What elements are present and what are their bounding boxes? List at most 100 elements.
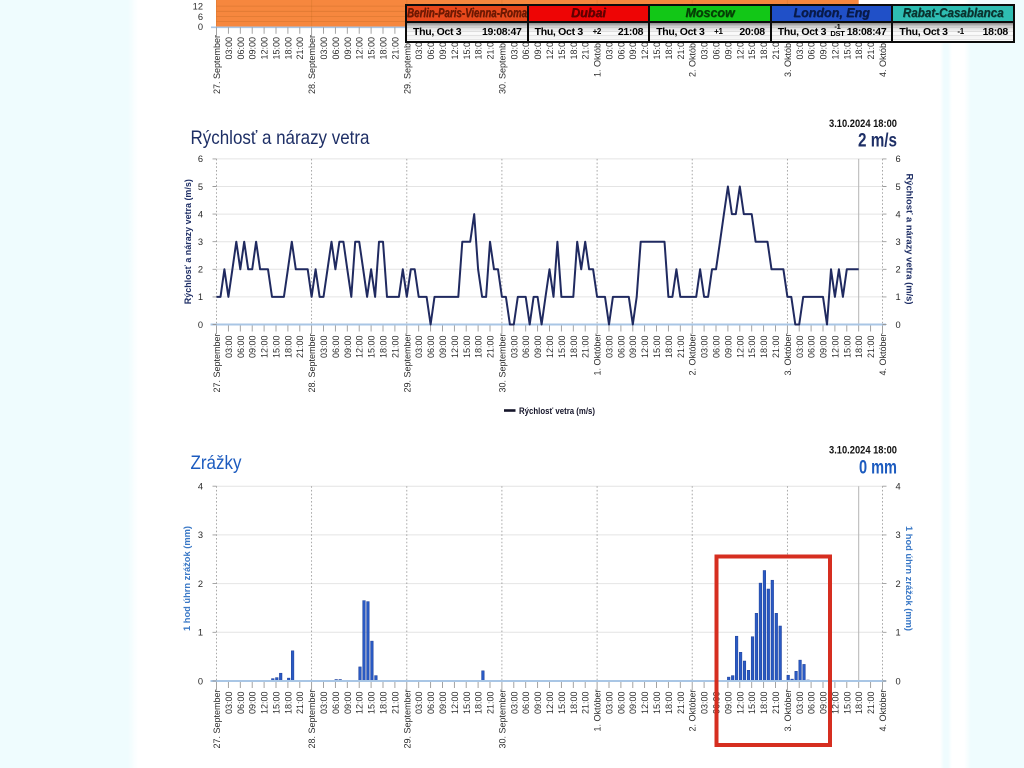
svg-text:06:00: 06:00 (331, 692, 341, 715)
svg-text:30. September: 30. September (497, 35, 507, 94)
svg-text:1. Október: 1. Október (593, 334, 603, 376)
svg-text:2. Október: 2. Október (688, 690, 698, 732)
svg-text:06:00: 06:00 (616, 37, 626, 60)
svg-text:15:00: 15:00 (652, 37, 662, 60)
svg-text:12:00: 12:00 (545, 336, 555, 359)
svg-text:06:00: 06:00 (807, 37, 817, 60)
svg-text:15:00: 15:00 (842, 336, 852, 359)
svg-text:29. September: 29. September (402, 690, 412, 749)
svg-text:3: 3 (198, 530, 203, 540)
svg-text:3: 3 (896, 237, 901, 247)
svg-text:12:00: 12:00 (830, 37, 840, 60)
svg-text:Rýchlosť a nárazy vetra (m/s): Rýchlosť a nárazy vetra (m/s) (904, 174, 915, 305)
svg-text:21:00: 21:00 (581, 692, 591, 715)
svg-text:2 m/s: 2 m/s (858, 131, 897, 152)
svg-text:06:00: 06:00 (331, 37, 341, 60)
svg-text:06:00: 06:00 (331, 336, 341, 359)
svg-text:21:00: 21:00 (390, 37, 400, 60)
svg-text:1 hod úhrn zrážok (mm): 1 hod úhrn zrážok (mm) (182, 526, 193, 631)
svg-text:09:00: 09:00 (438, 37, 448, 60)
svg-text:4: 4 (896, 209, 901, 219)
svg-text:12:00: 12:00 (735, 692, 745, 715)
svg-text:15:00: 15:00 (367, 336, 377, 359)
svg-text:0: 0 (198, 22, 203, 32)
svg-text:2: 2 (896, 265, 901, 275)
svg-text:15:00: 15:00 (747, 336, 757, 359)
svg-text:09:00: 09:00 (438, 336, 448, 359)
svg-text:09:00: 09:00 (533, 336, 543, 359)
svg-text:03:00: 03:00 (700, 37, 710, 60)
svg-text:6: 6 (896, 154, 901, 164)
svg-text:09:00: 09:00 (628, 336, 638, 359)
svg-text:28. September: 28. September (307, 35, 317, 94)
svg-text:3: 3 (198, 237, 203, 247)
svg-text:3. Október: 3. Október (783, 35, 793, 77)
svg-text:09:00: 09:00 (343, 336, 353, 359)
svg-text:18:00: 18:00 (379, 692, 389, 715)
svg-text:21:00: 21:00 (676, 336, 686, 359)
svg-text:30. September: 30. September (497, 690, 507, 749)
svg-text:09:00: 09:00 (723, 692, 733, 715)
svg-text:0: 0 (896, 676, 901, 686)
svg-text:4: 4 (198, 209, 203, 219)
svg-text:03:00: 03:00 (605, 37, 615, 60)
svg-text:15:00: 15:00 (652, 692, 662, 715)
svg-text:21:00: 21:00 (866, 692, 876, 715)
svg-text:1. Október: 1. Október (593, 690, 603, 732)
svg-text:09:00: 09:00 (819, 692, 829, 715)
svg-text:21:00: 21:00 (581, 37, 591, 60)
svg-text:3.10.2024 18:00: 3.10.2024 18:00 (829, 445, 897, 457)
svg-text:15:00: 15:00 (462, 37, 472, 60)
svg-text:21:00: 21:00 (866, 336, 876, 359)
svg-text:15:00: 15:00 (462, 336, 472, 359)
svg-text:12:00: 12:00 (355, 336, 365, 359)
svg-text:18:00: 18:00 (664, 692, 674, 715)
svg-text:12:00: 12:00 (260, 37, 270, 60)
svg-text:28. September: 28. September (307, 334, 317, 393)
svg-text:09:00: 09:00 (438, 692, 448, 715)
svg-text:06:00: 06:00 (616, 692, 626, 715)
svg-text:03:00: 03:00 (509, 692, 519, 715)
svg-text:12:00: 12:00 (355, 37, 365, 60)
svg-text:21:00: 21:00 (486, 336, 496, 359)
svg-text:03:00: 03:00 (224, 37, 234, 60)
svg-text:18:00: 18:00 (569, 37, 579, 60)
svg-text:18:00: 18:00 (569, 692, 579, 715)
svg-text:09:00: 09:00 (533, 37, 543, 60)
svg-text:2. Október: 2. Október (688, 35, 698, 77)
svg-text:18:00: 18:00 (664, 336, 674, 359)
svg-text:4. Október: 4. Október (878, 690, 888, 732)
svg-text:03:00: 03:00 (795, 692, 805, 715)
svg-text:0: 0 (198, 320, 203, 330)
svg-text:09:00: 09:00 (248, 692, 258, 715)
svg-text:03:00: 03:00 (700, 336, 710, 359)
svg-text:30. September: 30. September (497, 334, 507, 393)
svg-text:03:00: 03:00 (224, 336, 234, 359)
svg-text:18:00: 18:00 (759, 692, 769, 715)
svg-text:06:00: 06:00 (236, 336, 246, 359)
svg-text:0: 0 (198, 676, 203, 686)
svg-text:21:00: 21:00 (390, 692, 400, 715)
svg-text:15:00: 15:00 (747, 37, 757, 60)
svg-text:12: 12 (193, 1, 203, 11)
svg-text:15:00: 15:00 (557, 336, 567, 359)
svg-text:03:00: 03:00 (795, 37, 805, 60)
svg-text:03:00: 03:00 (414, 336, 424, 359)
svg-text:12:00: 12:00 (260, 692, 270, 715)
svg-text:09:00: 09:00 (723, 336, 733, 359)
svg-text:03:00: 03:00 (414, 692, 424, 715)
svg-text:3: 3 (896, 530, 901, 540)
svg-text:6: 6 (198, 154, 203, 164)
svg-text:06:00: 06:00 (807, 692, 817, 715)
svg-text:Rýchlosť a nárazy vetra (m/s): Rýchlosť a nárazy vetra (m/s) (183, 179, 194, 304)
svg-text:09:00: 09:00 (723, 37, 733, 60)
svg-text:18:00: 18:00 (283, 336, 293, 359)
svg-text:27. September: 27. September (212, 35, 222, 94)
svg-text:03:00: 03:00 (795, 336, 805, 359)
svg-text:06:00: 06:00 (236, 37, 246, 60)
svg-text:5: 5 (896, 182, 901, 192)
svg-text:Rýchlosť a nárazy vetra: Rýchlosť a nárazy vetra (191, 127, 370, 149)
svg-text:15:00: 15:00 (652, 336, 662, 359)
svg-text:12:00: 12:00 (830, 336, 840, 359)
svg-text:09:00: 09:00 (343, 37, 353, 60)
